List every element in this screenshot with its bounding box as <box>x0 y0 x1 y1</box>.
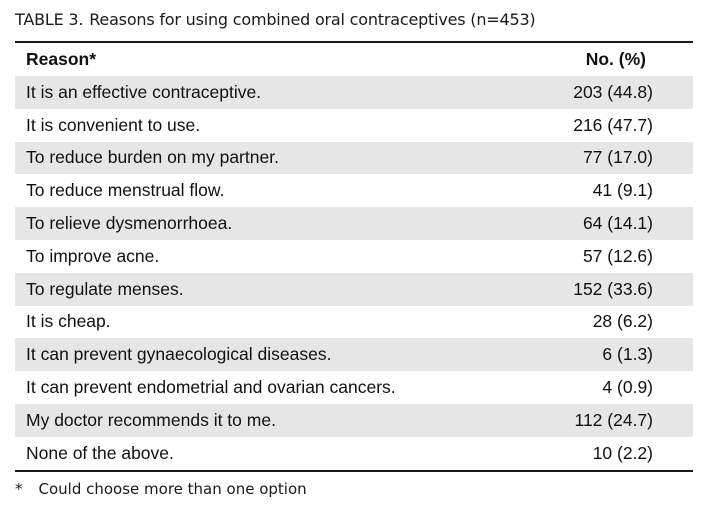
value-cell: 41 (9.1) <box>592 180 653 201</box>
value-cell: 57 (12.6) <box>582 245 653 266</box>
table-row: It is an effective contraceptive. 203 (4… <box>15 76 693 109</box>
reason-cell: It can prevent gynaecological diseases. <box>26 344 332 365</box>
reason-cell: It can prevent endometrial and ovarian c… <box>26 377 396 398</box>
table-caption: TABLE 3. Reasons for using combined oral … <box>15 10 536 29</box>
reason-cell: It is convenient to use. <box>26 114 201 135</box>
table-row: It is cheap. 28 (6.2) <box>15 305 693 339</box>
table-title: Reasons for using combined oral contrace… <box>89 10 536 29</box>
table-row: It can prevent endometrial and ovarian c… <box>15 371 693 404</box>
reason-cell: To regulate menses. <box>26 278 184 299</box>
table-label: TABLE 3. <box>15 10 84 29</box>
value-cell: 203 (44.8) <box>573 81 653 102</box>
header-value: No. (%) <box>585 49 646 69</box>
table-row: It is convenient to use. 216 (47.7) <box>15 108 693 142</box>
value-cell: 10 (2.2) <box>592 442 653 463</box>
reason-cell: To improve acne. <box>26 245 160 266</box>
reason-cell: To reduce burden on my partner. <box>26 147 279 168</box>
value-cell: 77 (17.0) <box>582 147 653 168</box>
value-cell: 216 (47.7) <box>573 114 653 135</box>
value-cell: 152 (33.6) <box>573 278 653 299</box>
table-header-row: Reason* No. (%) <box>15 43 693 76</box>
reason-cell: To relieve dysmenorrhoea. <box>26 213 233 234</box>
table-row: None of the above. 10 (2.2) <box>15 436 693 470</box>
header-reason: Reason* <box>26 49 97 69</box>
table-row: To improve acne. 57 (12.6) <box>15 239 693 273</box>
table-row: To regulate menses. 152 (33.6) <box>15 272 693 306</box>
value-cell: 112 (24.7) <box>574 409 653 430</box>
value-cell: 28 (6.2) <box>592 311 653 332</box>
table-row: It can prevent gynaecological diseases. … <box>15 338 693 372</box>
reason-cell: To reduce menstrual flow. <box>26 180 225 201</box>
footnote-text: Could choose more than one option <box>38 480 307 498</box>
reason-cell: None of the above. <box>26 442 174 463</box>
table-footnote: * Could choose more than one option <box>15 480 307 498</box>
reason-cell: It is cheap. <box>26 311 111 332</box>
data-table: Reason* No. (%) It is an effective contr… <box>15 41 693 472</box>
reason-cell: My doctor recommends it to me. <box>26 409 276 430</box>
table-row: My doctor recommends it to me. 112 (24.7… <box>15 403 693 437</box>
table-row: To reduce menstrual flow. 41 (9.1) <box>15 174 693 208</box>
value-cell: 64 (14.1) <box>582 213 653 234</box>
value-cell: 4 (0.9) <box>602 377 653 398</box>
table-row: To relieve dysmenorrhoea. 64 (14.1) <box>15 207 693 240</box>
reason-cell: It is an effective contraceptive. <box>26 81 262 102</box>
table-row: To reduce burden on my partner. 77 (17.0… <box>15 141 693 175</box>
value-cell: 6 (1.3) <box>602 344 653 365</box>
footnote-mark: * <box>15 480 23 498</box>
